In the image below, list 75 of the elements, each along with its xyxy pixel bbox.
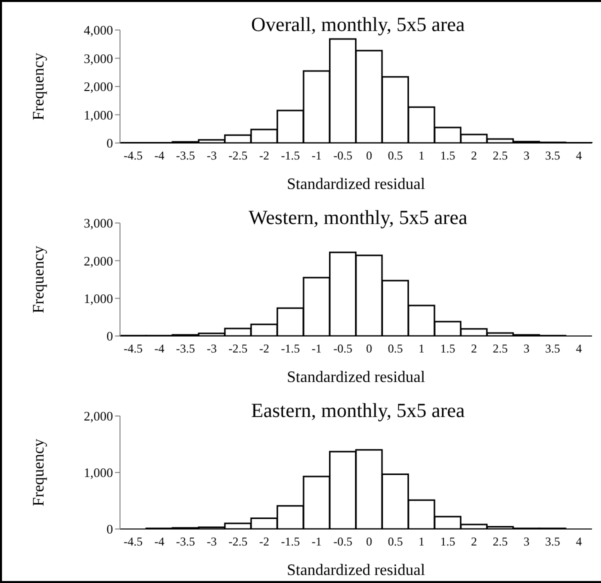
x-tick-label: 2: [471, 148, 477, 163]
x-tick-label: -1.5: [280, 148, 300, 163]
x-tick-label: -3.5: [176, 342, 196, 356]
x-tick-label: 0.5: [388, 534, 403, 549]
x-tick-label: -1: [312, 534, 322, 549]
x-tick-label: -1: [312, 342, 322, 356]
x-tick-label: -3.5: [176, 148, 196, 163]
x-tick-label: -2: [259, 342, 270, 356]
x-tick-label: 1: [418, 342, 425, 356]
y-axis-title: Frequency: [30, 246, 48, 314]
x-tick-label: -1: [312, 148, 322, 163]
x-tick-label: 0.5: [388, 148, 403, 163]
y-tick-label: 2,000: [84, 408, 113, 424]
y-tick-label: 0: [106, 328, 113, 344]
x-tick-label: 3.5: [545, 148, 560, 163]
x-tick-label: 4: [576, 534, 582, 549]
x-tick-label: -3: [206, 534, 217, 549]
x-tick-label: 4: [576, 148, 582, 163]
chart-title: Overall, monthly, 5x5 area: [250, 14, 466, 37]
y-tick-label: 2,000: [84, 79, 113, 94]
x-tick-label: -2.5: [228, 534, 248, 549]
x-tick-label: -1.5: [280, 342, 300, 356]
x-tick-label: -4.5: [124, 342, 143, 356]
x-tick-label: 1.5: [440, 342, 456, 356]
x-tick-label: -3.5: [176, 534, 196, 549]
y-axis-title: Frequency: [30, 438, 48, 506]
x-tick-label: -4.5: [124, 534, 143, 549]
x-tick-label: -4: [154, 342, 164, 356]
x-tick-label: -4: [154, 534, 164, 549]
chart-title: Western, monthly, 5x5 area: [248, 207, 468, 230]
x-tick-label: 2: [471, 534, 477, 549]
x-tick-label: -2.5: [228, 148, 248, 163]
x-tick-label: -2.5: [228, 342, 248, 356]
x-tick-label: 0: [366, 342, 372, 356]
x-tick-label: -4.5: [124, 148, 143, 163]
y-tick-label: 1,000: [84, 465, 113, 480]
x-tick-label: 1.5: [440, 148, 456, 163]
x-tick-label: -1.5: [280, 534, 300, 549]
x-tick-label: 3: [523, 148, 530, 163]
x-axis-title: Standardized residual: [286, 562, 426, 579]
y-tick-label: 0: [106, 136, 113, 151]
y-axis-title: Frequency: [30, 52, 48, 120]
x-tick-label: 3: [523, 534, 530, 549]
y-tick-label: 1,000: [84, 290, 113, 306]
x-tick-label: -0.5: [333, 342, 352, 356]
y-tick-label: 2,000: [84, 253, 113, 268]
x-tick-label: 3.5: [545, 342, 560, 356]
x-tick-label: 1: [418, 534, 425, 549]
x-tick-label: 1: [418, 148, 425, 163]
y-tick-label: 0: [106, 522, 113, 537]
x-tick-label: 0: [366, 148, 372, 163]
x-tick-label: 2.5: [492, 534, 508, 549]
x-tick-label: 0: [366, 534, 372, 549]
x-tick-label: 4: [576, 342, 582, 356]
x-tick-label: 3: [523, 342, 530, 356]
x-tick-label: 2.5: [492, 342, 508, 356]
chart-title: Eastern, monthly, 5x5 area: [250, 400, 466, 423]
x-axis-title: Standardized residual: [286, 176, 426, 193]
x-tick-label: -3: [206, 148, 217, 163]
y-tick-label: 3,000: [84, 216, 113, 231]
y-tick-label: 1,000: [84, 107, 113, 122]
x-tick-label: 1.5: [440, 534, 456, 549]
x-axis-title: Standardized residual: [286, 369, 426, 386]
x-tick-label: 2.5: [492, 148, 508, 163]
x-tick-label: -3: [206, 342, 217, 356]
x-tick-label: 3.5: [545, 534, 560, 549]
y-tick-label: 3,000: [84, 50, 113, 66]
x-tick-label: -4: [154, 148, 164, 163]
x-tick-label: -2: [259, 148, 270, 163]
x-tick-label: 0.5: [388, 342, 403, 356]
x-tick-label: 2: [471, 342, 477, 356]
x-tick-label: -2: [259, 534, 270, 549]
x-tick-label: -0.5: [333, 534, 352, 549]
y-tick-label: 4,000: [84, 22, 113, 38]
x-tick-label: -0.5: [333, 148, 352, 163]
